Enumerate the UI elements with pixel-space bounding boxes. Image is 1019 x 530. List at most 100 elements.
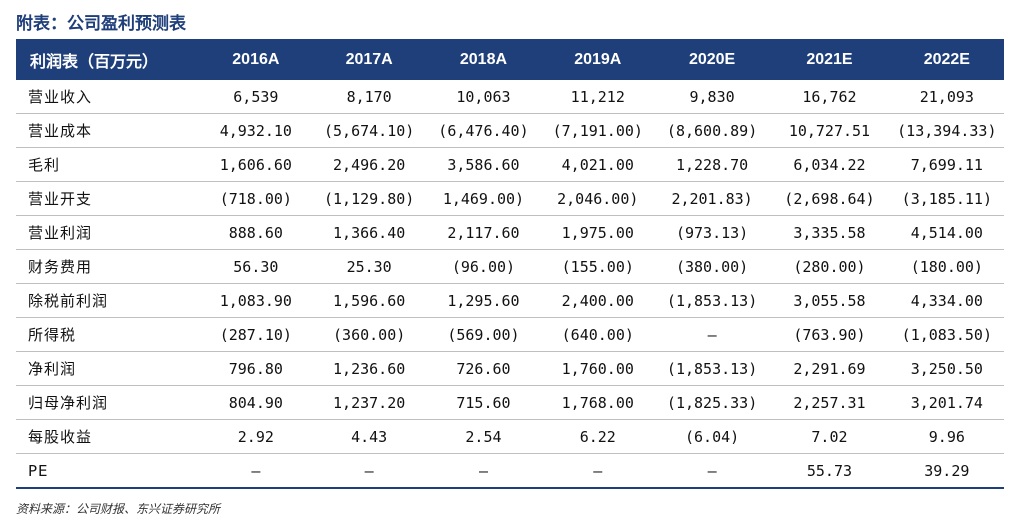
row-label: 所得税 <box>16 317 200 352</box>
table-cell: 21,093 <box>889 80 1004 114</box>
table-cell: 2,201.83) <box>654 181 770 216</box>
column-header: 利润表（百万元） <box>16 39 200 80</box>
table-cell: (287.10) <box>199 317 312 352</box>
table-cell: 1,228.70 <box>654 147 770 182</box>
table-row: 归母净利润 804.90 1,237.20 715.60 1,768.00 (1,825.… <box>16 385 1004 420</box>
table-cell: (640.00) <box>540 317 655 352</box>
table-cell: 4,021.00 <box>540 147 655 182</box>
table-cell: 8,170 <box>311 80 427 114</box>
table-cell: – <box>311 453 427 489</box>
table-row: 除税前利润 1,083.90 1,596.60 1,295.60 2,400.00 (1,… <box>16 283 1004 318</box>
table-cell: (569.00) <box>426 317 541 352</box>
profit-forecast-table: 利润表（百万元） 2016A 2017A 2018A 2019A 2020E 2… <box>16 39 1004 489</box>
row-label: 营业开支 <box>16 181 200 216</box>
column-header: 2017A <box>311 39 427 80</box>
table-cell: 11,212 <box>540 80 655 114</box>
column-header: 2016A <box>199 39 312 80</box>
table-cell: 2,291.69 <box>769 351 890 386</box>
table-cell: 1,975.00 <box>540 215 655 250</box>
table-cell: 16,762 <box>769 80 890 114</box>
table-cell: 2.92 <box>199 419 312 454</box>
table-cell: 1,237.20 <box>311 385 427 420</box>
table-cell: 9,830 <box>654 80 770 114</box>
table-cell: (360.00) <box>311 317 427 352</box>
table-cell: 3,250.50 <box>889 351 1004 386</box>
table-cell: 1,596.60 <box>311 283 427 318</box>
table-cell: (380.00) <box>654 249 770 284</box>
table-cell: 2,046.00) <box>540 181 655 216</box>
table-cell: (7,191.00) <box>540 113 655 148</box>
row-label: 毛利 <box>16 147 200 182</box>
table-cell: (1,083.50) <box>889 317 1004 352</box>
table-cell: (96.00) <box>426 249 541 284</box>
table-cell: 1,295.60 <box>426 283 541 318</box>
table-cell: – <box>654 317 770 352</box>
table-cell: 7,699.11 <box>889 147 1004 182</box>
table-cell: (1,825.33) <box>654 385 770 420</box>
row-label: 除税前利润 <box>16 283 200 318</box>
row-label: 营业成本 <box>16 113 200 148</box>
table-cell: 6,034.22 <box>769 147 890 182</box>
table-row: 营业开支 (718.00) (1,129.80) 1,469.00) 2,046.00)… <box>16 181 1004 216</box>
table-cell: 3,335.58 <box>769 215 890 250</box>
row-label: PE <box>16 453 200 489</box>
table-cell: (155.00) <box>540 249 655 284</box>
table-cell: – <box>654 453 770 489</box>
table-row: 每股收益 2.92 4.43 2.54 6.22 (6.04) 7.02 9.96 <box>16 419 1004 454</box>
table-cell: 804.90 <box>199 385 312 420</box>
table-cell: 6,539 <box>199 80 312 114</box>
table-cell: 1,760.00 <box>540 351 655 386</box>
table-cell: 2,400.00 <box>540 283 655 318</box>
table-cell: 4,932.10 <box>199 113 312 148</box>
table-cell: (973.13) <box>654 215 770 250</box>
table-cell: (3,185.11) <box>889 181 1004 216</box>
table-cell: (2,698.64) <box>769 181 890 216</box>
table-cell: 10,727.51 <box>769 113 890 148</box>
table-cell: (5,674.10) <box>311 113 427 148</box>
table-cell: (180.00) <box>889 249 1004 284</box>
table-cell: 6.22 <box>540 419 655 454</box>
table-cell: 7.02 <box>769 419 890 454</box>
table-cell: 3,201.74 <box>889 385 1004 420</box>
table-cell: 2.54 <box>426 419 541 454</box>
table-cell: 2,257.31 <box>769 385 890 420</box>
table-cell: – <box>199 453 312 489</box>
table-row: PE – – – – –55.73 39.29 <box>16 453 1004 489</box>
row-label: 财务费用 <box>16 249 200 284</box>
table-cell: 2,117.60 <box>426 215 541 250</box>
table-cell: 2,496.20 <box>311 147 427 182</box>
row-label: 营业收入 <box>16 80 200 114</box>
table-cell: (1,129.80) <box>311 181 427 216</box>
table-cell: 4,334.00 <box>889 283 1004 318</box>
table-cell: (718.00) <box>199 181 312 216</box>
table-cell: 715.60 <box>426 385 541 420</box>
source-note: 资料来源：公司财报、东兴证券研究所 <box>16 502 221 516</box>
row-label: 归母净利润 <box>16 385 200 420</box>
row-label: 营业利润 <box>16 215 200 250</box>
table-cell: 56.30 <box>199 249 312 284</box>
table-cell: 3,055.58 <box>769 283 890 318</box>
table-row: 营业成本 4,932.10 (5,674.10) (6,476.40) (7,191.0… <box>16 113 1004 148</box>
column-header: 2022E <box>889 39 1004 80</box>
column-header: 2019A <box>540 39 655 80</box>
table-row: 净利润 796.80 1,236.60 726.60 1,760.00 (1,853.13… <box>16 351 1004 386</box>
table-row: 财务费用 56.30 25.30 (96.00) (155.00) (380.00) (28… <box>16 249 1004 284</box>
table-cell: (6,476.40) <box>426 113 541 148</box>
table-cell: 4,514.00 <box>889 215 1004 250</box>
table-cell: (1,853.13) <box>654 283 770 318</box>
table-cell: (13,394.33) <box>889 113 1004 148</box>
table-cell: 1,768.00 <box>540 385 655 420</box>
table-row: 营业利润 888.60 1,366.40 2,117.60 1,975.00 (973.1… <box>16 215 1004 250</box>
column-header: 2021E <box>769 39 890 80</box>
table-cell: 25.30 <box>311 249 427 284</box>
row-label: 净利润 <box>16 351 200 386</box>
table-cell: 1,083.90 <box>199 283 312 318</box>
table-cell: (1,853.13) <box>654 351 770 386</box>
table-cell: (763.90) <box>769 317 890 352</box>
table-cell: 726.60 <box>426 351 541 386</box>
page-title: 附表：公司盈利预测表 <box>16 14 186 34</box>
table-cell: 888.60 <box>199 215 312 250</box>
table-row: 所得税 (287.10) (360.00) (569.00) (640.00) – (763… <box>16 317 1004 352</box>
table-cell: 10,063 <box>426 80 541 114</box>
table-header-row: 利润表（百万元） 2016A 2017A 2018A 2019A 2020E 2… <box>16 39 1004 80</box>
